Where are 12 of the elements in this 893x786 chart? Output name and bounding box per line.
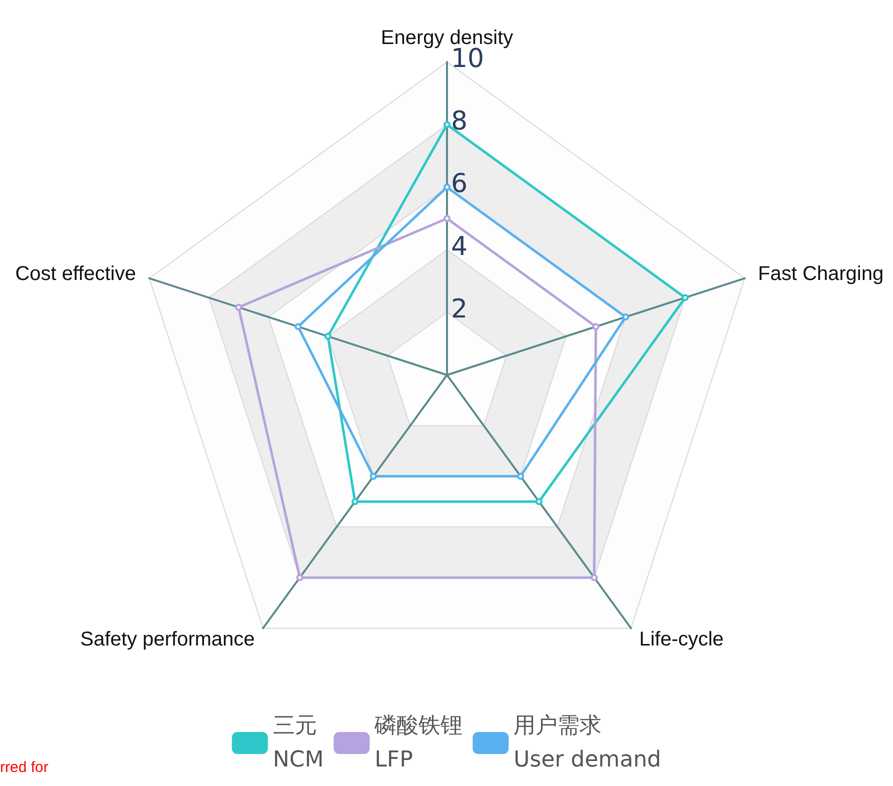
y-tick-label: 8	[451, 106, 468, 137]
spoke-label: Cost effective	[15, 262, 136, 285]
spoke-label: Safety performance	[80, 628, 255, 651]
y-tick-label: 2	[451, 294, 468, 324]
spoke-label: Life-cycle	[639, 628, 724, 651]
text: rred for	[0, 759, 48, 776]
y-tick-label: 4	[451, 232, 468, 262]
legend-label: 磷酸铁锂 LFP	[374, 714, 463, 772]
legend-label: 三元 NCM	[272, 714, 324, 772]
spoke-label: Fast Charging	[758, 262, 884, 285]
y-tick-label: 6	[451, 169, 468, 200]
legend-label: 用户需求 User demand	[514, 714, 662, 772]
